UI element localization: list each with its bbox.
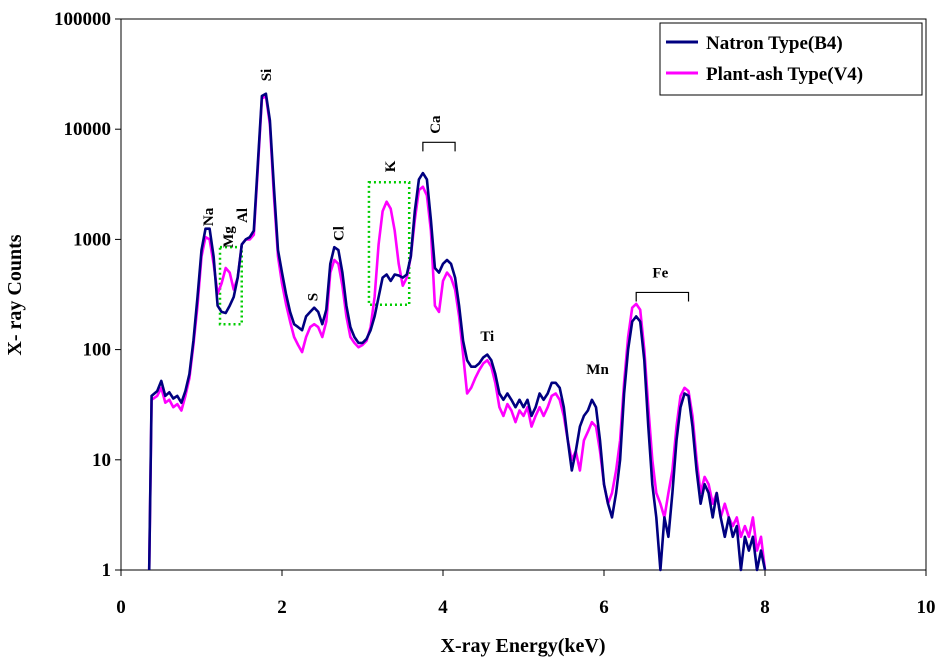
x-tick-label: 8	[760, 597, 770, 618]
peak-label-mg: Mg	[221, 226, 237, 248]
y-tick-label: 10000	[64, 119, 112, 140]
legend-label-plant-ash: Plant-ash Type(V4)	[706, 64, 863, 85]
peak-label-mn: Mn	[586, 362, 609, 378]
x-tick-label: 4	[438, 597, 448, 618]
x-tick-label: 0	[116, 597, 126, 618]
axis-layer: 0 2 4 6 8 10 1 10 100 1000 10000 100000	[54, 9, 936, 618]
legend-box	[659, 22, 923, 96]
peak-label-cl: Cl	[331, 226, 347, 241]
highlight-box-k	[367, 181, 411, 307]
peak-label-ca: Ca	[428, 115, 444, 134]
peak-label-ti: Ti	[480, 329, 494, 345]
bracket-fe	[635, 291, 690, 302]
x-tick-label: 10	[917, 597, 936, 618]
bracket-ca	[422, 141, 456, 152]
y-tick-label: 1	[102, 560, 112, 581]
legend-label-natron: Natron Type(B4)	[706, 33, 843, 54]
x-axis-title: X-ray Energy(keV)	[441, 635, 606, 657]
x-tick-label: 2	[277, 597, 287, 618]
series-layer	[147, 92, 767, 572]
plot-frame	[120, 18, 927, 571]
peak-label-si: Si	[259, 69, 275, 82]
y-tick-label: 100000	[54, 9, 111, 30]
peak-label-al: Al	[235, 208, 251, 223]
y-tick-label: 100	[83, 340, 112, 361]
highlight-box-mg	[218, 245, 243, 326]
peak-label-na: Na	[201, 207, 217, 226]
peak-label-s: S	[306, 293, 322, 301]
peak-label-k: K	[383, 160, 399, 172]
legend: Natron Type(B4) Plant-ash Type(V4)	[659, 22, 923, 96]
y-tick-label: 1000	[73, 229, 111, 250]
highlight-box-layer	[218, 181, 411, 326]
bracket-layer	[422, 141, 690, 302]
series-line-plant-ash	[147, 94, 767, 571]
y-axis-title: X- ray Counts	[4, 234, 26, 355]
x-tick-label: 6	[599, 597, 609, 618]
y-tick-label: 10	[92, 450, 111, 471]
series-line-natron	[147, 92, 767, 572]
peak-label-fe: Fe	[652, 266, 668, 282]
